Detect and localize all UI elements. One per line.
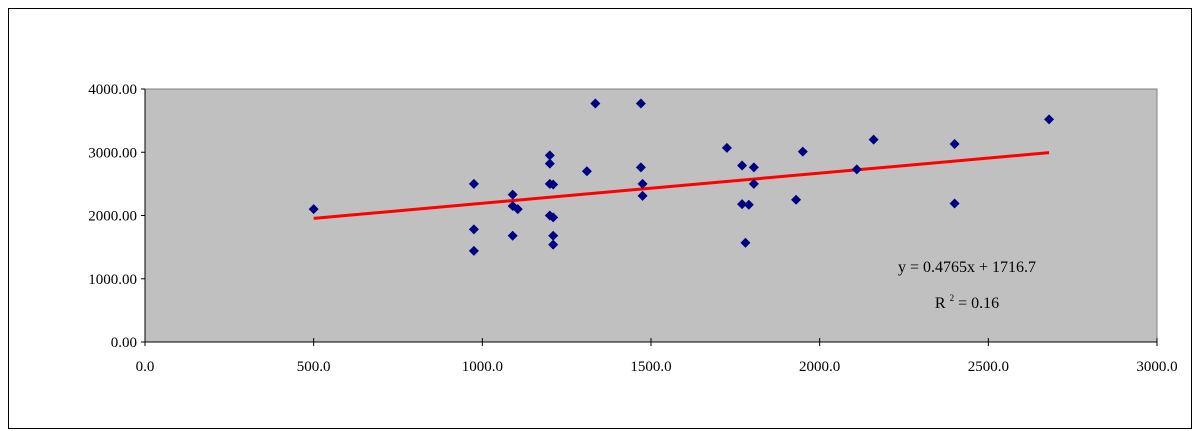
data-point xyxy=(797,146,808,157)
data-point xyxy=(637,178,648,189)
data-point xyxy=(507,201,518,212)
data-point xyxy=(512,204,523,215)
x-tick-label: 500.0 xyxy=(297,359,331,375)
data-point xyxy=(548,212,559,223)
data-point xyxy=(737,199,748,210)
y-tick-label: 4000.00 xyxy=(88,82,137,98)
data-point xyxy=(468,245,479,256)
trendline-layer xyxy=(313,151,1050,220)
trendline-equation: y = 0.4765x + 1716.7 xyxy=(898,259,1036,276)
x-tick-label: 2000.0 xyxy=(799,359,840,375)
data-point xyxy=(721,142,732,153)
trendline xyxy=(313,151,1050,220)
r-squared-superscript: 2 xyxy=(950,293,955,303)
tick-labels: 0.0 500.0 1000.0 1500.0 2000.0 2500.0 3000.0 0.… xyxy=(88,82,1177,375)
data-point xyxy=(548,239,559,250)
r-squared-label: R 2 = 0.16 xyxy=(935,288,999,312)
data-point xyxy=(548,230,559,241)
data-point xyxy=(581,166,592,177)
x-tick-label: 2500.0 xyxy=(968,359,1009,375)
y-tick-label: 2000.00 xyxy=(88,209,137,225)
points-layer xyxy=(308,98,1055,256)
data-point xyxy=(635,162,646,173)
data-point xyxy=(748,178,759,189)
data-point xyxy=(949,139,960,150)
x-tick-label: 3000.0 xyxy=(1136,359,1177,375)
y-tick-label: 3000.00 xyxy=(88,145,137,161)
data-point xyxy=(851,164,862,175)
data-point xyxy=(740,237,751,248)
data-point xyxy=(748,162,759,173)
data-point xyxy=(737,160,748,171)
y-tick-label: 0.00 xyxy=(111,335,137,351)
data-point xyxy=(507,230,518,241)
data-point xyxy=(1044,114,1055,125)
data-point xyxy=(635,98,646,109)
data-point xyxy=(544,150,555,161)
data-point xyxy=(868,134,879,145)
x-tick-label: 1000.0 xyxy=(462,359,503,375)
data-point xyxy=(468,224,479,235)
axes xyxy=(141,88,1158,346)
data-point xyxy=(468,178,479,189)
x-tick-label: 0.0 xyxy=(136,359,155,375)
data-point xyxy=(637,190,648,201)
scatter-chart: 0.0 500.0 1000.0 1500.0 2000.0 2500.0 3000.0 0.… xyxy=(88,82,1177,375)
y-tick-label: 1000.00 xyxy=(88,272,137,288)
r-squared-prefix: R xyxy=(935,295,946,312)
data-point xyxy=(791,194,802,205)
data-point xyxy=(548,179,559,190)
x-tick-label: 1500.0 xyxy=(630,359,671,375)
data-point xyxy=(507,189,518,200)
r-squared-value: = 0.16 xyxy=(958,295,999,312)
data-point xyxy=(544,158,555,169)
data-point xyxy=(949,198,960,209)
data-point xyxy=(590,98,601,109)
data-point xyxy=(308,204,319,215)
plot-area xyxy=(144,88,1158,343)
data-point xyxy=(743,199,754,210)
chart-frame: 0.0 500.0 1000.0 1500.0 2000.0 2500.0 3000.0 0.… xyxy=(8,8,1192,429)
